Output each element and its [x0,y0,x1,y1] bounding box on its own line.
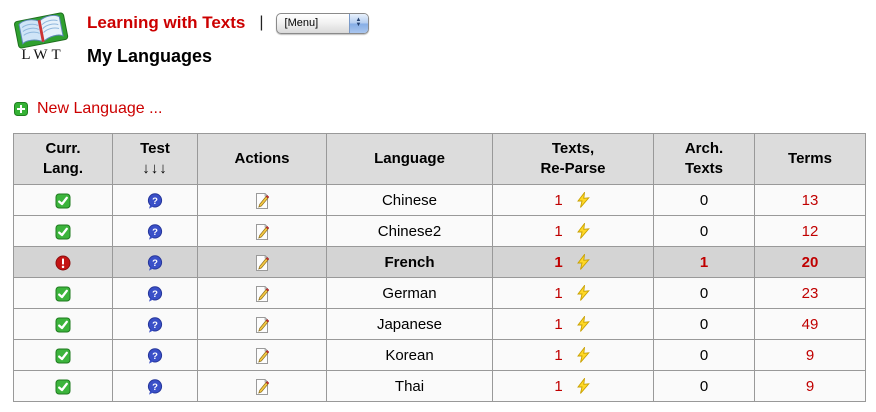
language-name: Korean [326,339,493,371]
language-name: Japanese [326,308,493,340]
svg-text:?: ? [152,350,158,361]
reparse-icon[interactable] [576,252,592,270]
table-row-german: ? German 1 0 23 [13,277,866,309]
edit-language-icon[interactable] [254,285,270,302]
svg-text:?: ? [152,195,158,206]
new-language-label: New Language ... [37,100,163,117]
set-current-language-icon[interactable] [55,286,71,302]
header-right: Learning with Texts | [Menu] ▲ ▼ My Langu… [87,8,369,67]
set-current-language-icon[interactable] [55,193,71,209]
texts-count-link[interactable]: 1 [554,346,563,364]
logo-caption: LWT [21,47,65,63]
col-header-terms: Terms [754,133,866,185]
terms-count-link[interactable]: 9 [754,339,866,371]
test-language-icon[interactable]: ? [147,316,163,333]
terms-count-link[interactable]: 23 [754,277,866,309]
reparse-icon[interactable] [576,221,592,239]
reparse-icon[interactable] [576,314,592,332]
archived-texts-count: 0 [653,277,755,309]
texts-count-link[interactable]: 1 [554,377,563,395]
texts-count-link[interactable]: 1 [554,284,563,302]
up-down-arrows-icon: ▲ ▼ [348,13,368,33]
edit-language-icon[interactable] [254,316,270,333]
page-title: My Languages [87,46,213,66]
menu-select[interactable]: [Menu] ▲ ▼ [275,12,369,34]
svg-text:?: ? [152,319,158,330]
col-header-curr-lang: Curr. Lang. [13,133,113,185]
set-current-language-icon[interactable] [55,348,71,364]
terms-count-link[interactable]: 12 [754,215,866,247]
edit-language-icon[interactable] [254,192,270,209]
col-header-arch-texts: Arch. Texts [653,133,755,185]
svg-text:?: ? [152,288,158,299]
terms-count-link[interactable]: 13 [754,184,866,216]
app-title: Learning with Texts [87,13,246,32]
set-current-language-icon[interactable] [55,379,71,395]
reparse-icon[interactable] [576,190,592,208]
col-header-test[interactable]: Test ↓↓↓ [112,133,198,185]
svg-text:?: ? [152,257,158,268]
sort-arrows: ↓↓↓ [142,160,168,177]
reparse-icon[interactable] [576,345,592,363]
texts-count-link[interactable]: 1 [554,253,563,271]
svg-text:?: ? [152,381,158,392]
language-name: Chinese2 [326,215,493,247]
reparse-icon[interactable] [576,283,592,301]
reparse-icon[interactable] [576,376,592,394]
new-language-button[interactable]: New Language ... [14,100,876,118]
set-current-language-icon[interactable] [55,224,71,240]
title-row: Learning with Texts | [Menu] ▲ ▼ [87,12,369,34]
archived-texts-count: 0 [653,370,755,402]
header: LWT Learning with Texts | [Menu] ▲ ▼ My L… [0,0,876,67]
table-header-row: Curr. Lang. Test ↓↓↓ Actions Language Te… [13,133,866,185]
edit-language-icon[interactable] [254,223,270,240]
col-header-language: Language [326,133,493,185]
open-book-icon [10,8,72,50]
table-row-chinese2: ? Chinese2 1 0 12 [13,215,866,247]
col-header-texts: Texts, Re-Parse [492,133,654,185]
language-name: Chinese [326,184,493,216]
test-language-icon[interactable]: ? [147,192,163,209]
archived-texts-count: 0 [653,215,755,247]
test-language-icon[interactable]: ? [147,347,163,364]
test-language-icon[interactable]: ? [147,285,163,302]
col-header-actions: Actions [197,133,327,185]
language-name: Thai [326,370,493,402]
edit-language-icon[interactable] [254,378,270,395]
test-language-icon[interactable]: ? [147,378,163,395]
test-language-icon[interactable]: ? [147,254,163,271]
texts-count-link[interactable]: 1 [554,191,563,209]
edit-language-icon[interactable] [254,347,270,364]
language-name: German [326,277,493,309]
title-separator: | [259,14,264,31]
archived-texts-count-link[interactable]: 1 [653,246,755,278]
archived-texts-count: 0 [653,184,755,216]
terms-count-link[interactable]: 49 [754,308,866,340]
table-row-french-current: ? French 1 1 20 [13,246,866,278]
texts-count-link[interactable]: 1 [554,315,563,333]
texts-count-link[interactable]: 1 [554,222,563,240]
plus-icon [14,102,28,116]
archived-texts-count: 0 [653,339,755,371]
language-name: French [326,246,493,278]
set-current-language-icon[interactable] [55,317,71,333]
table-row-thai: ? Thai 1 0 9 [13,370,866,402]
current-language-icon [55,255,71,271]
terms-count-link[interactable]: 9 [754,370,866,402]
archived-texts-count: 0 [653,308,755,340]
table-row-korean: ? Korean 1 0 9 [13,339,866,371]
lwt-logo[interactable]: LWT [10,8,72,64]
menu-select-value: [Menu] [284,17,319,29]
table-row-chinese: ? Chinese 1 0 13 [13,184,866,216]
table-row-japanese: ? Japanese 1 0 49 [13,308,866,340]
edit-language-icon[interactable] [254,254,270,271]
test-language-icon[interactable]: ? [147,223,163,240]
svg-text:?: ? [152,226,158,237]
terms-count-link[interactable]: 20 [754,246,866,278]
languages-table: Curr. Lang. Test ↓↓↓ Actions Language Te… [13,133,866,402]
